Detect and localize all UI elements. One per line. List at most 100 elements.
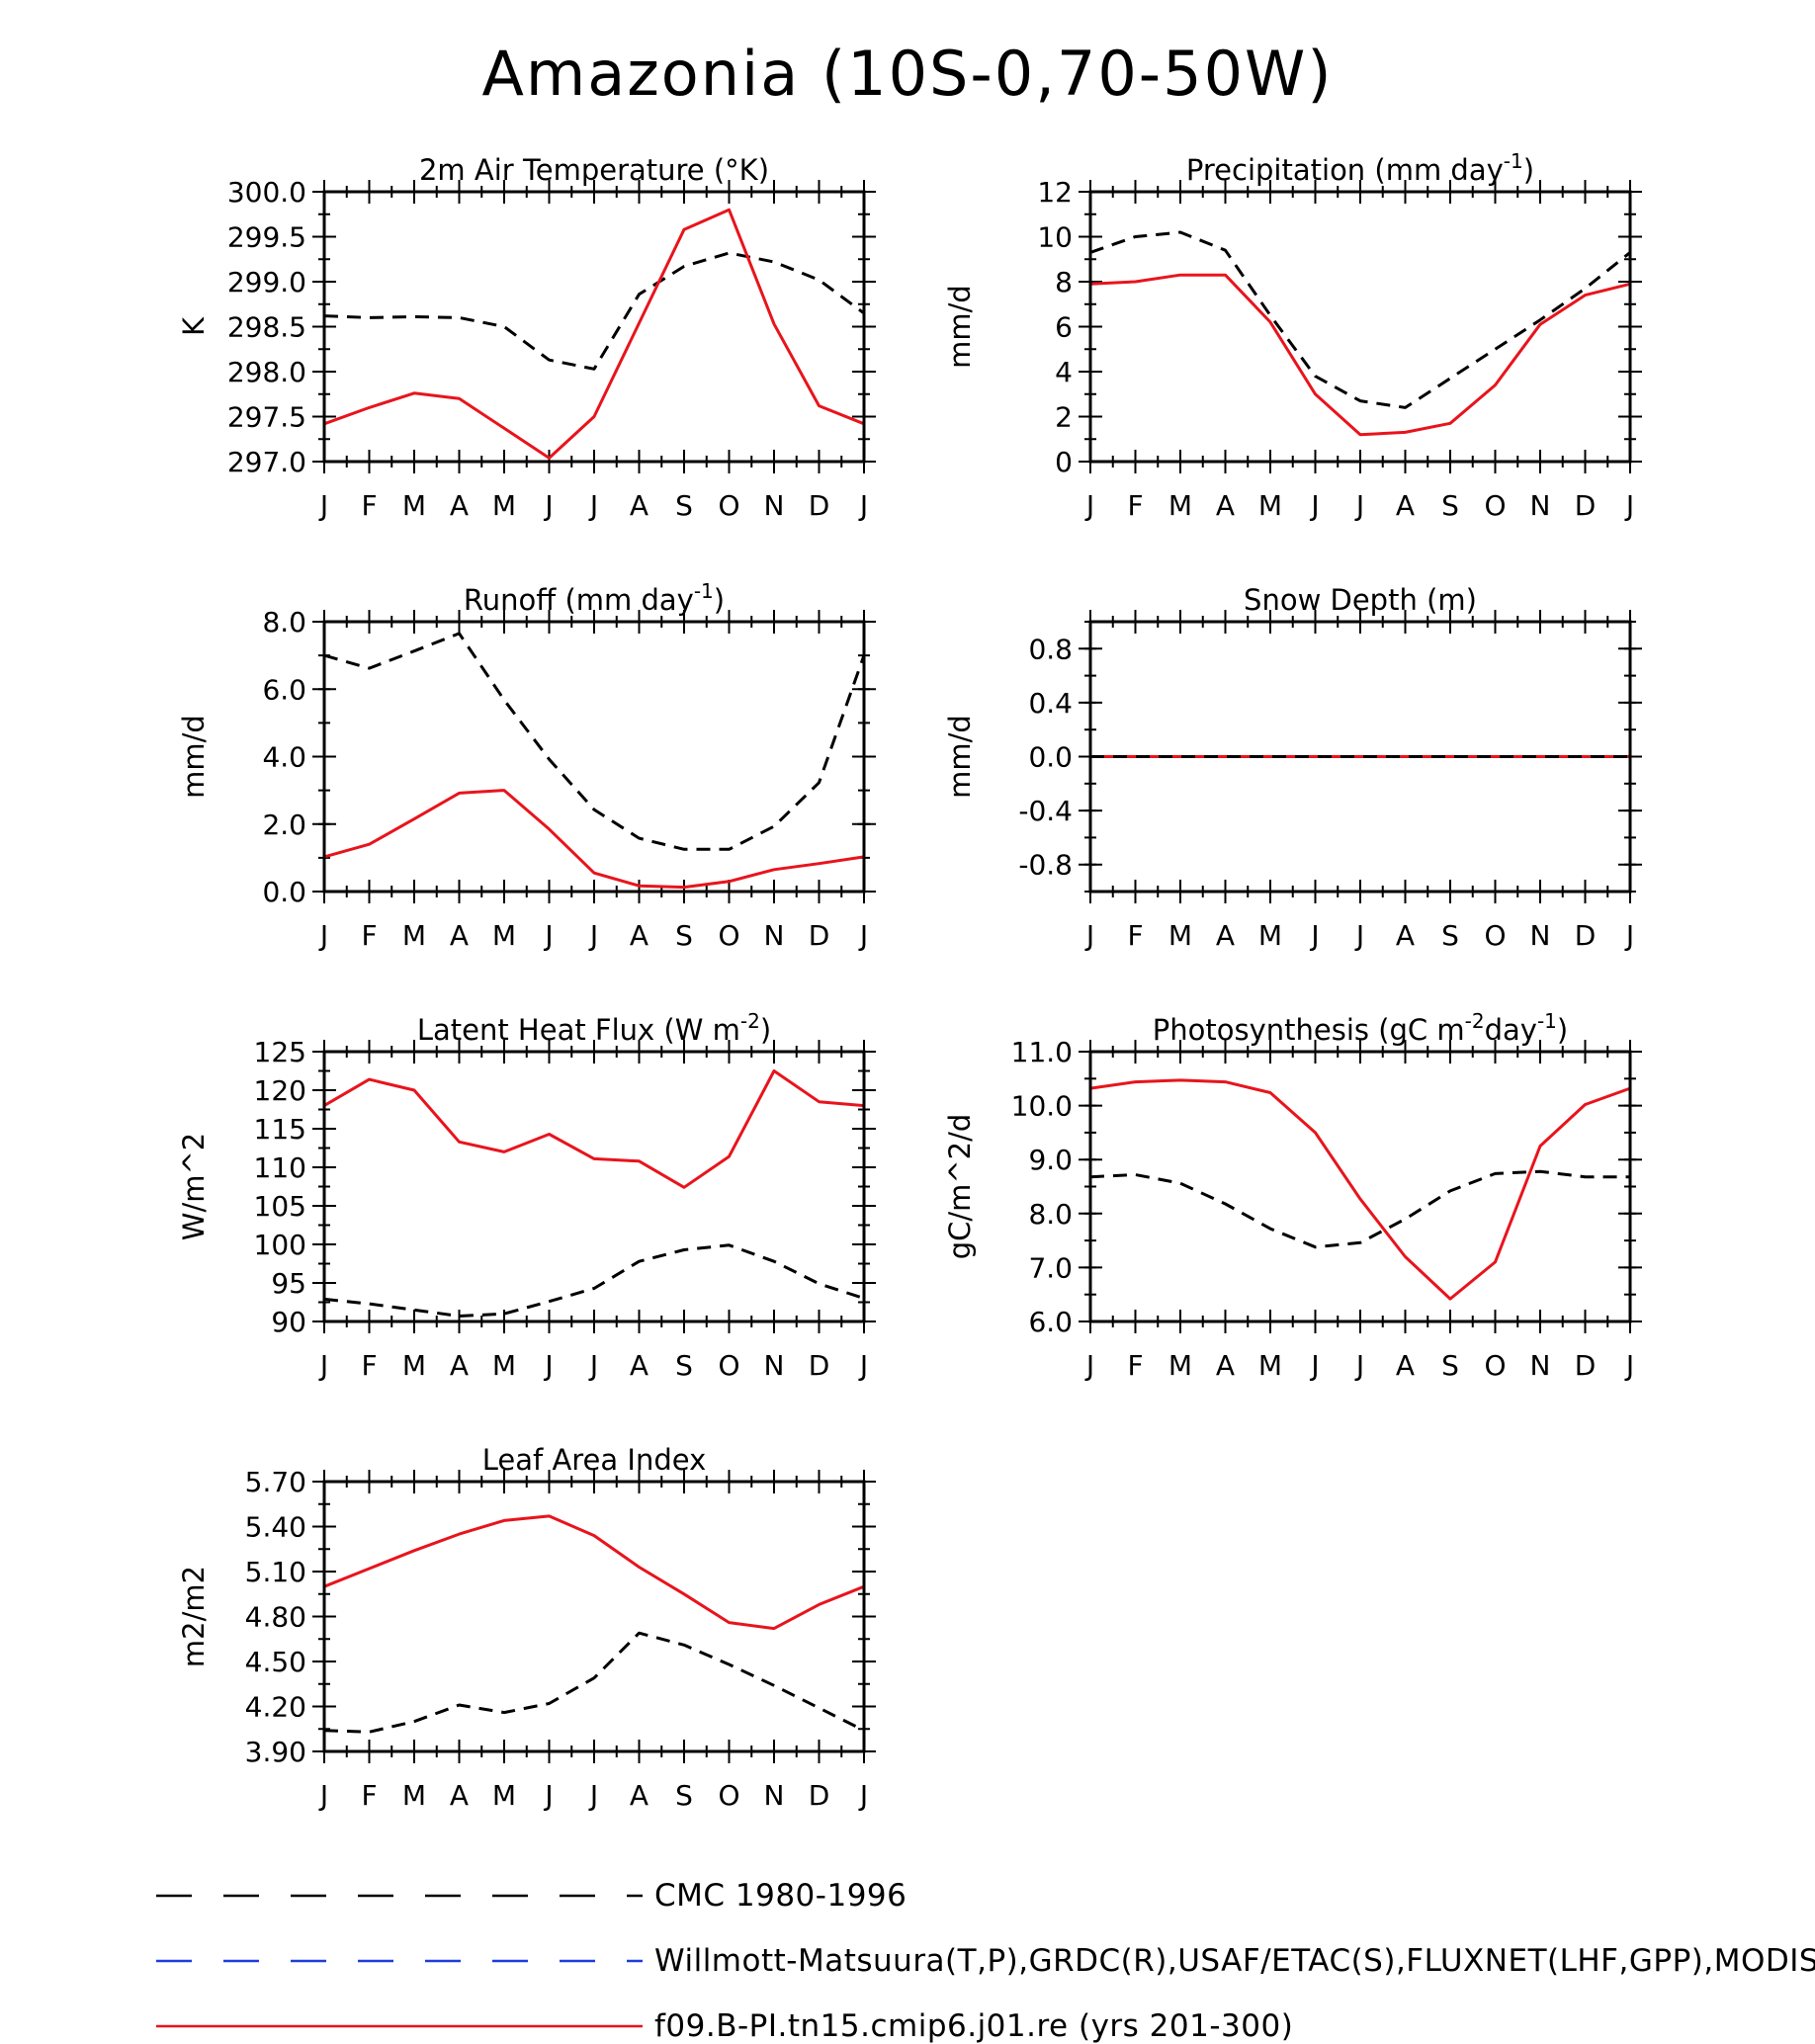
x-tick-label: D	[809, 489, 830, 522]
chart-panel-5: Latent Heat Flux (W m-2) 90 95 100 105 110 115…	[177, 1009, 876, 1382]
x-tick-label: J	[588, 489, 598, 522]
y-tick-label: 5.10	[245, 1556, 306, 1588]
x-tick-label: A	[1396, 919, 1415, 952]
x-tick-label: A	[630, 919, 648, 952]
series-line-model	[1089, 273, 1631, 437]
plot-frame	[322, 190, 866, 464]
x-tick-label: J	[1309, 1349, 1319, 1382]
y-axis-label: W/m^2	[177, 1133, 211, 1240]
y-tick-label: 8.0	[262, 606, 306, 639]
series-line-model	[323, 1069, 865, 1189]
x-tick-label: M	[492, 1349, 516, 1382]
x-tick-label: S	[1441, 489, 1459, 522]
x-tick-label: O	[1484, 1349, 1506, 1382]
x-tick-label: D	[1575, 489, 1597, 522]
x-tick-label: A	[450, 1349, 469, 1382]
x-tick-label: D	[809, 1349, 830, 1382]
series-line-obs	[323, 632, 866, 851]
x-tick-label: S	[675, 919, 693, 952]
x-tick-label: J	[1354, 1349, 1364, 1382]
x-tick-label: M	[1168, 1349, 1192, 1382]
y-tick-label: 7.0	[1028, 1251, 1073, 1284]
x-tick-label: J	[318, 919, 328, 952]
x-tick-label: N	[764, 1349, 785, 1382]
y-tick-label: -0.4	[1018, 795, 1073, 827]
y-tick-label: 10	[1037, 221, 1073, 254]
y-tick-label: 5.40	[245, 1511, 306, 1544]
x-tick-label: M	[402, 1349, 426, 1382]
x-tick-label: M	[1168, 489, 1192, 522]
y-axis-label: m2/m2	[177, 1566, 211, 1667]
plot-frame	[322, 1050, 866, 1323]
x-tick-label: M	[1258, 489, 1282, 522]
x-tick-label: A	[1396, 489, 1415, 522]
x-tick-label: S	[1441, 919, 1459, 952]
x-tick-label: N	[764, 489, 785, 522]
series-line-obs	[323, 251, 865, 371]
y-tick-label: 0.8	[1028, 633, 1073, 665]
y-tick-label: 9.0	[1028, 1144, 1073, 1176]
plot-frame	[322, 620, 866, 894]
y-tick-label: 298.0	[227, 356, 306, 388]
y-tick-label: 300.0	[227, 176, 306, 209]
series-line-obs	[323, 1631, 865, 1734]
x-tick-label: J	[1084, 1349, 1094, 1382]
x-tick-label: A	[630, 1779, 648, 1812]
y-axis-label: mm/d	[177, 715, 211, 799]
x-tick-label: J	[858, 1779, 868, 1812]
series-line-model	[1089, 1078, 1631, 1301]
x-tick-label: O	[718, 1349, 739, 1382]
y-tick-label: -0.8	[1018, 849, 1073, 882]
x-tick-label: N	[1530, 489, 1551, 522]
x-tick-label: J	[543, 919, 553, 952]
y-tick-label: 0.4	[1028, 687, 1073, 720]
page-title: Amazonia (10S-0,70-50W)	[481, 38, 1334, 110]
chart-panel-7: Leaf Area Index3.904.204.504.805.105.405…	[177, 1443, 876, 1812]
x-tick-label: J	[1309, 489, 1319, 522]
y-tick-label: 299.5	[227, 221, 306, 254]
x-tick-label: N	[764, 1779, 785, 1812]
x-tick-label: A	[1216, 489, 1235, 522]
y-tick-label: 90	[271, 1306, 306, 1338]
x-tick-label: J	[858, 919, 868, 952]
x-tick-label: M	[492, 919, 516, 952]
x-tick-label: D	[1575, 919, 1597, 952]
x-tick-label: O	[1484, 489, 1506, 522]
y-tick-label: 8	[1055, 266, 1073, 298]
y-tick-label: 298.5	[227, 311, 306, 344]
x-tick-label: A	[1396, 1349, 1415, 1382]
x-tick-label: J	[1084, 489, 1094, 522]
y-tick-label: 5.70	[245, 1466, 306, 1498]
x-tick-label: A	[450, 919, 469, 952]
x-tick-label: O	[1484, 919, 1506, 952]
x-tick-label: A	[450, 489, 469, 522]
x-tick-label: J	[543, 1349, 553, 1382]
x-tick-label: D	[809, 919, 830, 952]
x-tick-label: J	[858, 1349, 868, 1382]
panel-title: Photosynthesis (gC m-2day-1)	[1153, 1009, 1568, 1047]
y-tick-label: 0.0	[1028, 741, 1073, 774]
x-tick-label: J	[1309, 919, 1319, 952]
series-line-obs	[323, 1243, 865, 1318]
plot-frame	[1088, 620, 1632, 894]
x-tick-label: M	[402, 1779, 426, 1812]
series-line-obs	[1089, 230, 1631, 409]
chart-panel-6: Photosynthesis (gC m-2day-1) 6.0 7.0 8.0 9.0…	[943, 1009, 1642, 1382]
x-tick-label: F	[361, 1349, 377, 1382]
y-tick-label: 4.0	[262, 741, 306, 774]
x-tick-label: M	[1258, 1349, 1282, 1382]
x-tick-label: A	[630, 489, 648, 522]
y-tick-label: 100	[254, 1229, 306, 1261]
x-tick-label: M	[402, 489, 426, 522]
series-line-model	[323, 1514, 865, 1631]
y-tick-label: 297.0	[227, 446, 306, 478]
series-line-model	[323, 789, 865, 890]
x-tick-label: D	[809, 1779, 830, 1812]
x-tick-label: J	[543, 489, 553, 522]
y-tick-label: 3.90	[245, 1736, 306, 1768]
x-tick-label: A	[1216, 919, 1235, 952]
y-axis-label: mm/d	[943, 715, 977, 799]
plot-frame	[1088, 1050, 1632, 1323]
y-tick-label: 0	[1055, 446, 1073, 478]
x-tick-label: S	[675, 1349, 693, 1382]
